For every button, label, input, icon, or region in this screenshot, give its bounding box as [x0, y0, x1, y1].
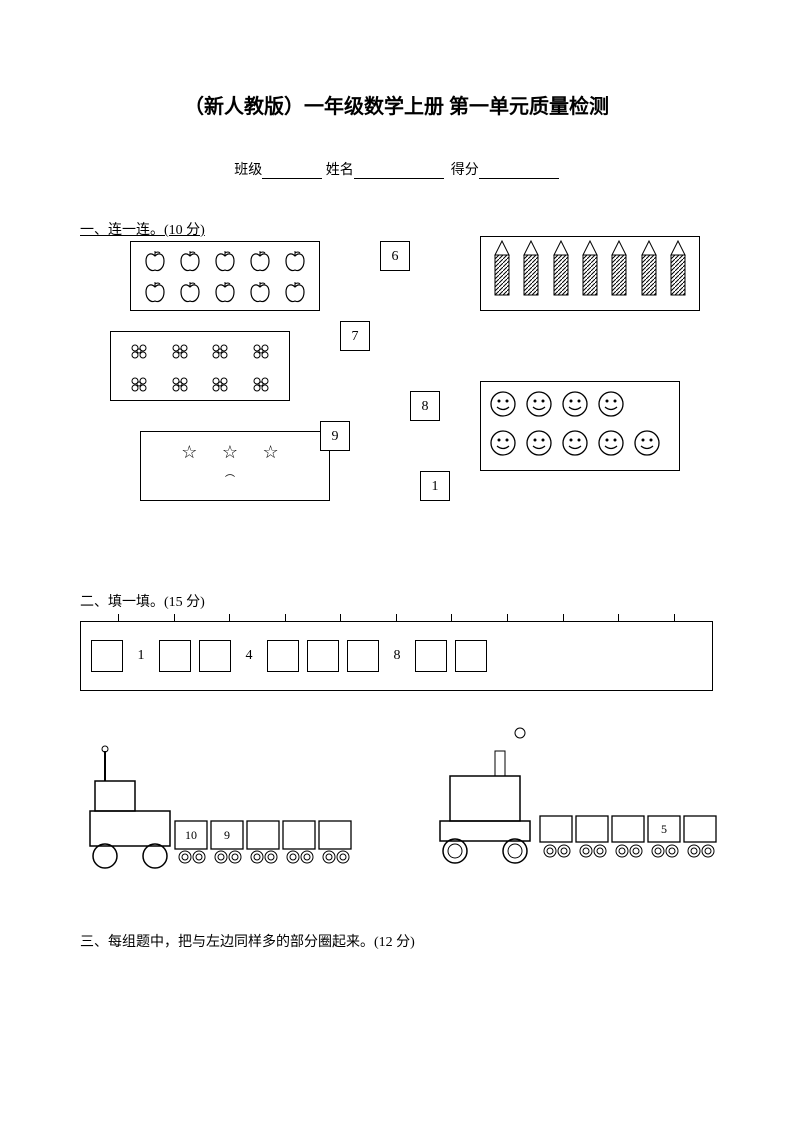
fill-box[interactable]: [91, 640, 123, 672]
number-box: 7: [340, 321, 370, 351]
flower-icon: [208, 340, 232, 367]
info-line: 班级 姓名 得分: [80, 159, 713, 179]
number-box: 1: [420, 471, 450, 501]
q2-heading: 二、填一填。(15 分): [80, 591, 713, 611]
apple-icon: [282, 279, 308, 310]
page-title: （新人教版）一年级数学上册 第一单元质量检测: [80, 90, 713, 119]
name-label: 姓名: [326, 163, 354, 178]
seq-number: 1: [131, 648, 151, 664]
pencil-icon: [579, 239, 601, 302]
flower-icon: [249, 373, 273, 400]
flowers-box: [110, 331, 290, 401]
smiley-icon: [597, 429, 625, 462]
score-blank[interactable]: [479, 163, 559, 179]
apple-icon: [177, 279, 203, 310]
svg-text:9: 9: [224, 828, 230, 842]
pencil-icon: [520, 239, 542, 302]
pencil-icon: [667, 239, 689, 302]
apple-icon: [142, 279, 168, 310]
svg-text:5: 5: [661, 822, 667, 836]
smiley-icon: [561, 390, 589, 423]
apple-icon: [247, 248, 273, 279]
fill-box[interactable]: [455, 640, 487, 672]
seq-number: 4: [239, 648, 259, 664]
fill-box[interactable]: [267, 640, 299, 672]
flower-icon: [168, 373, 192, 400]
flower-icon: [168, 340, 192, 367]
flower-icon: [249, 340, 273, 367]
q3-heading: 三、每组题中，把与左边同样多的部分圈起来。(12 分): [80, 931, 713, 951]
smiley-icon: [525, 429, 553, 462]
fill-box[interactable]: [159, 640, 191, 672]
q1-area: ☆ ☆ ☆ ⌒ 6 7 8 9 1: [80, 231, 713, 531]
name-blank[interactable]: [354, 163, 444, 179]
flower-icon: [127, 373, 151, 400]
smiley-icon: [633, 429, 661, 462]
fill-box[interactable]: [199, 640, 231, 672]
flower-icon: [127, 340, 151, 367]
number-box: 8: [410, 391, 440, 421]
pencil-icon: [550, 239, 572, 302]
train-left: 10 9: [70, 731, 390, 881]
apple-icon: [142, 248, 168, 279]
train-right: 5: [390, 721, 720, 881]
svg-text:10: 10: [185, 828, 197, 842]
apple-icon: [177, 248, 203, 279]
smiley-icon: [489, 429, 517, 462]
apples-box: [130, 241, 320, 311]
smiley-icon: [489, 390, 517, 423]
number-line: 1 4 8: [80, 621, 713, 691]
apple-icon: [282, 248, 308, 279]
class-label: 班级: [234, 163, 262, 178]
seq-number: 8: [387, 648, 407, 664]
apple-icon: [212, 279, 238, 310]
pencil-icon: [638, 239, 660, 302]
pencil-icon: [608, 239, 630, 302]
number-box: 6: [380, 241, 410, 271]
smiley-icon: [597, 390, 625, 423]
flower-icon: [208, 373, 232, 400]
fill-box[interactable]: [307, 640, 339, 672]
fill-box[interactable]: [415, 640, 447, 672]
smileys-box: [480, 381, 680, 471]
class-blank[interactable]: [262, 163, 322, 179]
smiley-icon: [525, 390, 553, 423]
pencil-icon: [491, 239, 513, 302]
trains-area: 10 9 5: [80, 721, 713, 901]
number-box: 9: [320, 421, 350, 451]
smiley-icon: [561, 429, 589, 462]
pencils-box: [480, 236, 700, 311]
score-label: 得分: [451, 163, 479, 178]
apple-icon: [247, 279, 273, 310]
stars-box: ☆ ☆ ☆ ⌒: [140, 431, 330, 501]
fill-box[interactable]: [347, 640, 379, 672]
apple-icon: [212, 248, 238, 279]
